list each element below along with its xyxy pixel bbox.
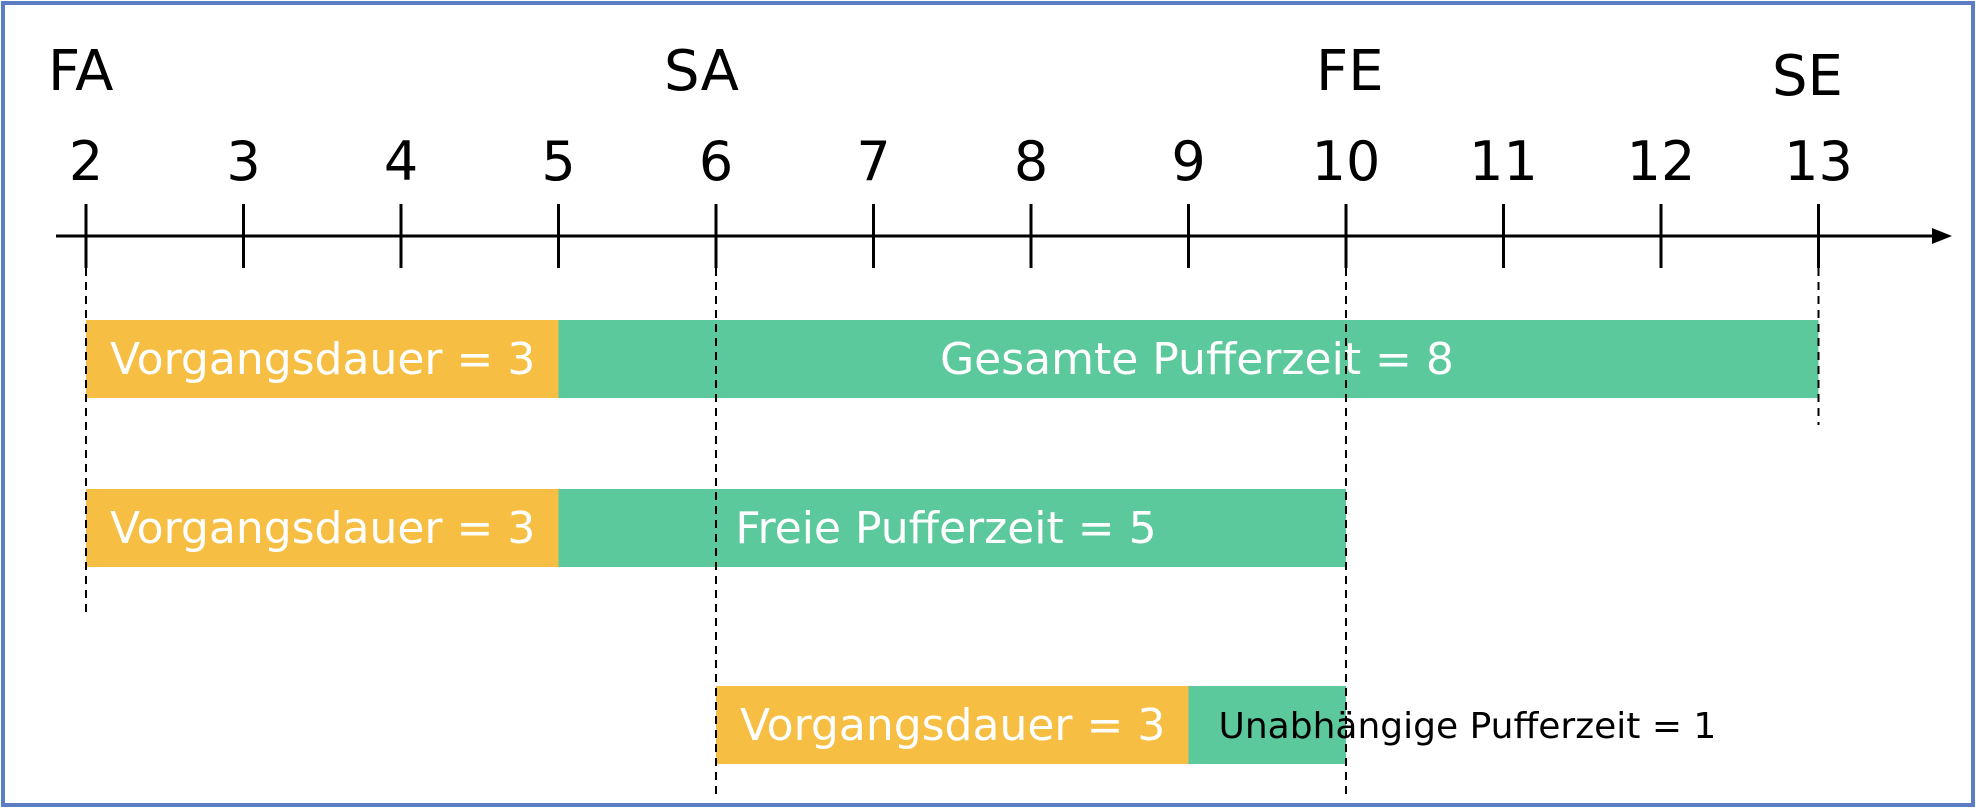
axis-tick-label: 8 xyxy=(1014,130,1048,193)
axis-tick-label: 10 xyxy=(1312,130,1381,193)
duration-label: Vorgangsdauer = 3 xyxy=(740,700,1165,751)
milestone-se: SE xyxy=(1772,44,1843,109)
axis-tick-label: 12 xyxy=(1627,130,1696,193)
schedule-bars: Vorgangsdauer = 3 Gesamte Pufferzeit = 8 V… xyxy=(86,320,1819,764)
axis-tick-label: 2 xyxy=(69,130,103,193)
buffer-bar xyxy=(558,320,1819,398)
milestone-fe: FE xyxy=(1316,39,1384,104)
timeline-arrow-head xyxy=(1932,228,1952,244)
buffer-label: Freie Pufferzeit = 5 xyxy=(735,503,1156,554)
buffer-bar xyxy=(558,489,1346,567)
axis-tick-label: 9 xyxy=(1171,130,1205,193)
axis-tick-label: 13 xyxy=(1784,130,1853,193)
buffer-label: Gesamte Pufferzeit = 8 xyxy=(940,334,1454,385)
axis-tick-label: 5 xyxy=(541,130,575,193)
buffer-bar xyxy=(1188,686,1346,764)
duration-bar xyxy=(716,686,1189,764)
axis-tick-label: 6 xyxy=(699,130,733,193)
axis-tick-label: 7 xyxy=(856,130,890,193)
buffer-label: Unabhängige Pufferzeit = 1 xyxy=(1219,706,1717,747)
duration-bar xyxy=(86,320,559,398)
duration-bar xyxy=(86,489,559,567)
axis-tick-label: 4 xyxy=(384,130,418,193)
axis-tick-label: 11 xyxy=(1469,130,1538,193)
milestone-fa: FA xyxy=(48,39,113,104)
duration-label: Vorgangsdauer = 3 xyxy=(110,334,535,385)
guide-lines xyxy=(85,212,1820,800)
duration-label: Vorgangsdauer = 3 xyxy=(110,503,535,554)
milestone-sa: SA xyxy=(664,39,739,104)
axis-ticks: 2 3 4 5 6 7 8 9 10 11 12 13 xyxy=(69,130,1853,268)
axis-tick-label: 3 xyxy=(226,130,260,193)
